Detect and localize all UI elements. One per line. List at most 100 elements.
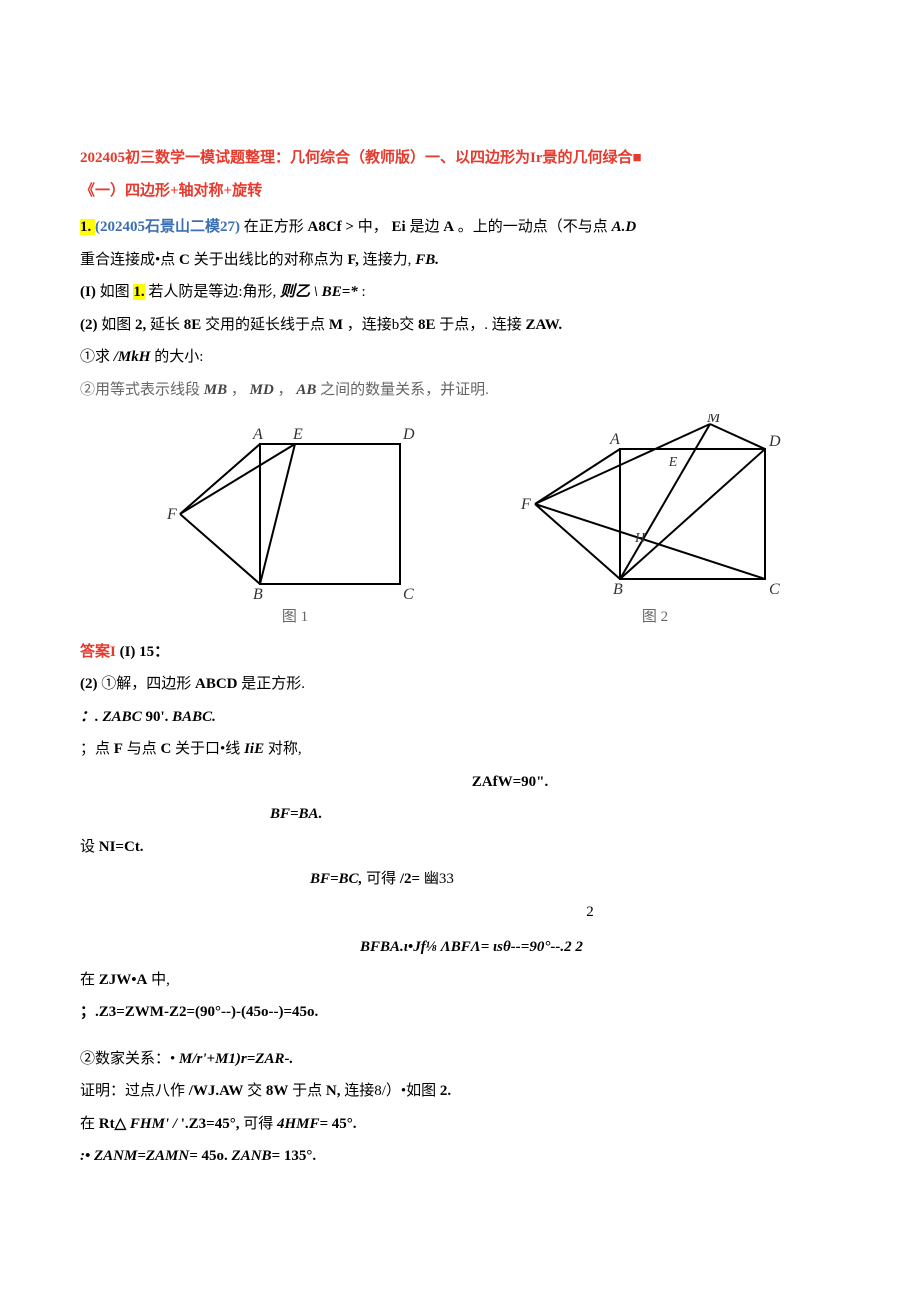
ans-c: ZAfW=90". — [180, 768, 840, 797]
t: M/r'+M1)r=ZAR-. — [179, 1051, 293, 1067]
t: : — [362, 284, 366, 300]
ans-sec2-d: 在 Rt△ FHM' / '.Z3=45°, 可得 4HMF= 45°. — [80, 1110, 840, 1139]
t: IiE — [244, 741, 264, 757]
t: 对称, — [268, 741, 302, 757]
t: 4HMF= — [277, 1116, 328, 1132]
ans-sec2-e: :• ZANM=ZAMN= 45o. ZANB= 135°. — [80, 1142, 840, 1171]
ans-a: ：. ZABC 90'. BABC. — [80, 703, 840, 732]
title-line-1: 202405初三数学一模试题整理：几何综合（教师版）一、以四边形为Ir景的几何绿… — [80, 144, 840, 173]
t: M — [329, 317, 343, 333]
t: 2 — [586, 904, 594, 920]
t: MB — [204, 382, 227, 398]
t: 中, — [151, 972, 170, 988]
lbl: M — [706, 414, 722, 426]
q1-sub1: ①求 /MkH 的大小: — [80, 343, 840, 372]
t: ZANB= — [232, 1148, 281, 1164]
t: 在 — [80, 1116, 95, 1132]
lbl: A — [609, 431, 620, 448]
t: 45°. — [332, 1116, 357, 1132]
t: BFBA.ι•Jf⅛ — [360, 939, 437, 955]
lbl: E — [668, 455, 678, 470]
q1-line2: 重合连接成•点 C 关于出线比的对称点为 F, 连接力, FB. — [80, 246, 840, 275]
t: ZABC — [103, 709, 142, 725]
ans-e: 设 NI=Ct. — [80, 833, 840, 862]
t: 证明：过点八作 — [80, 1083, 185, 1099]
t: MD — [250, 382, 274, 398]
t: ；点 — [80, 741, 110, 757]
q1-source: (202405石景山二模27) — [95, 219, 240, 235]
t: F — [114, 741, 123, 757]
t: /2= — [400, 871, 420, 887]
t: (I) 15： — [120, 644, 170, 660]
t: 重合连接成•点 — [80, 252, 175, 268]
lbl: E — [292, 426, 303, 443]
t: BF=BC, — [310, 871, 362, 887]
answer-p2-start: (2) ①解，四边形 ABCD 是正方形. — [80, 670, 840, 699]
t: FHM' / — [130, 1116, 177, 1132]
t: 135°. — [284, 1148, 316, 1164]
t: ②数家关系：• — [80, 1051, 175, 1067]
t: ，连接b交 — [347, 317, 415, 333]
t: ①解，四边形 — [101, 676, 191, 692]
t: 连接力, — [363, 252, 416, 268]
figure-2-caption: 图 2 — [515, 603, 795, 632]
figure-2-svg: A E D F B C M H — [515, 414, 795, 599]
t: 如图 — [101, 317, 131, 333]
t: 的大小: — [154, 349, 203, 365]
t: AB — [296, 382, 316, 398]
lbl: A — [252, 426, 263, 443]
title-text-1: 202405初三数学一模试题整理：几何综合（教师版）一、以四边形为Ir景的几何绿… — [80, 150, 642, 166]
t: 于点 — [292, 1083, 322, 1099]
t: ：. — [80, 709, 99, 725]
t: 与点 — [127, 741, 157, 757]
t: A8Cf > — [308, 219, 354, 235]
lbl: B — [253, 586, 263, 599]
t: Ei — [392, 219, 406, 235]
t: :• — [80, 1148, 90, 1164]
lbl: B — [613, 581, 623, 598]
figure-1-caption: 图 1 — [165, 603, 425, 632]
t: 2. — [440, 1083, 451, 1099]
ans-i: ；.Z3=ZWM-Z2=(90°--)-(45o--)=45o. — [80, 998, 840, 1027]
t: ΛBFΛ= — [441, 939, 490, 955]
ans-d: BF=BA. — [270, 800, 840, 829]
lbl: D — [402, 426, 415, 443]
ans-g0: 2 — [340, 898, 840, 927]
t: 可得 — [243, 1116, 273, 1132]
t: 90'. — [145, 709, 168, 725]
t: 45o. — [202, 1148, 228, 1164]
lbl: C — [403, 586, 414, 599]
t: 则乙 \ BE=* — [280, 284, 358, 300]
t: A — [443, 219, 454, 235]
t: 延长 — [150, 317, 180, 333]
t: 幽33 — [424, 871, 454, 887]
t: FB. — [415, 252, 439, 268]
ans-g: BFBA.ι•Jf⅛ ΛBFΛ= ιsθ--=90°--.2 2 — [360, 930, 840, 962]
t: 8E — [418, 317, 436, 333]
t: 交 — [247, 1083, 262, 1099]
t: ABCD — [195, 676, 238, 692]
t: 是边 — [409, 219, 439, 235]
t: ZANM=ZAMN= — [94, 1148, 198, 1164]
p2-label: (2) — [80, 317, 98, 333]
t: /MkH — [114, 349, 151, 365]
q1-part1: (I) 如图 1. 若人防是等边:角形, 则乙 \ BE=* : — [80, 278, 840, 307]
t: 设 — [80, 839, 95, 855]
t: C — [179, 252, 190, 268]
title-text-2: 《一）四边形+轴对称+旋转 — [80, 183, 262, 199]
t: ， — [278, 382, 297, 398]
t: 连接8/）•如图 — [344, 1083, 436, 1099]
t: 8E — [184, 317, 202, 333]
q1-part2: (2) 如图 2, 延长 8E 交用的延长线于点 M ，连接b交 8E 于点，.… — [80, 311, 840, 340]
t: 在 — [80, 972, 95, 988]
t: A.D — [612, 219, 637, 235]
t: 中， — [358, 219, 388, 235]
t: 交用的延长线于点 — [205, 317, 325, 333]
t: ZAW. — [526, 317, 563, 333]
ans-sec2-a: ②数家关系：• M/r'+M1)r=ZAR-. — [80, 1045, 840, 1074]
t: 于点，. 连接 — [439, 317, 522, 333]
t: C — [160, 741, 171, 757]
t: ZAfW=90". — [472, 774, 548, 790]
t: ZJW•A — [99, 972, 148, 988]
lbl: F — [520, 496, 531, 513]
